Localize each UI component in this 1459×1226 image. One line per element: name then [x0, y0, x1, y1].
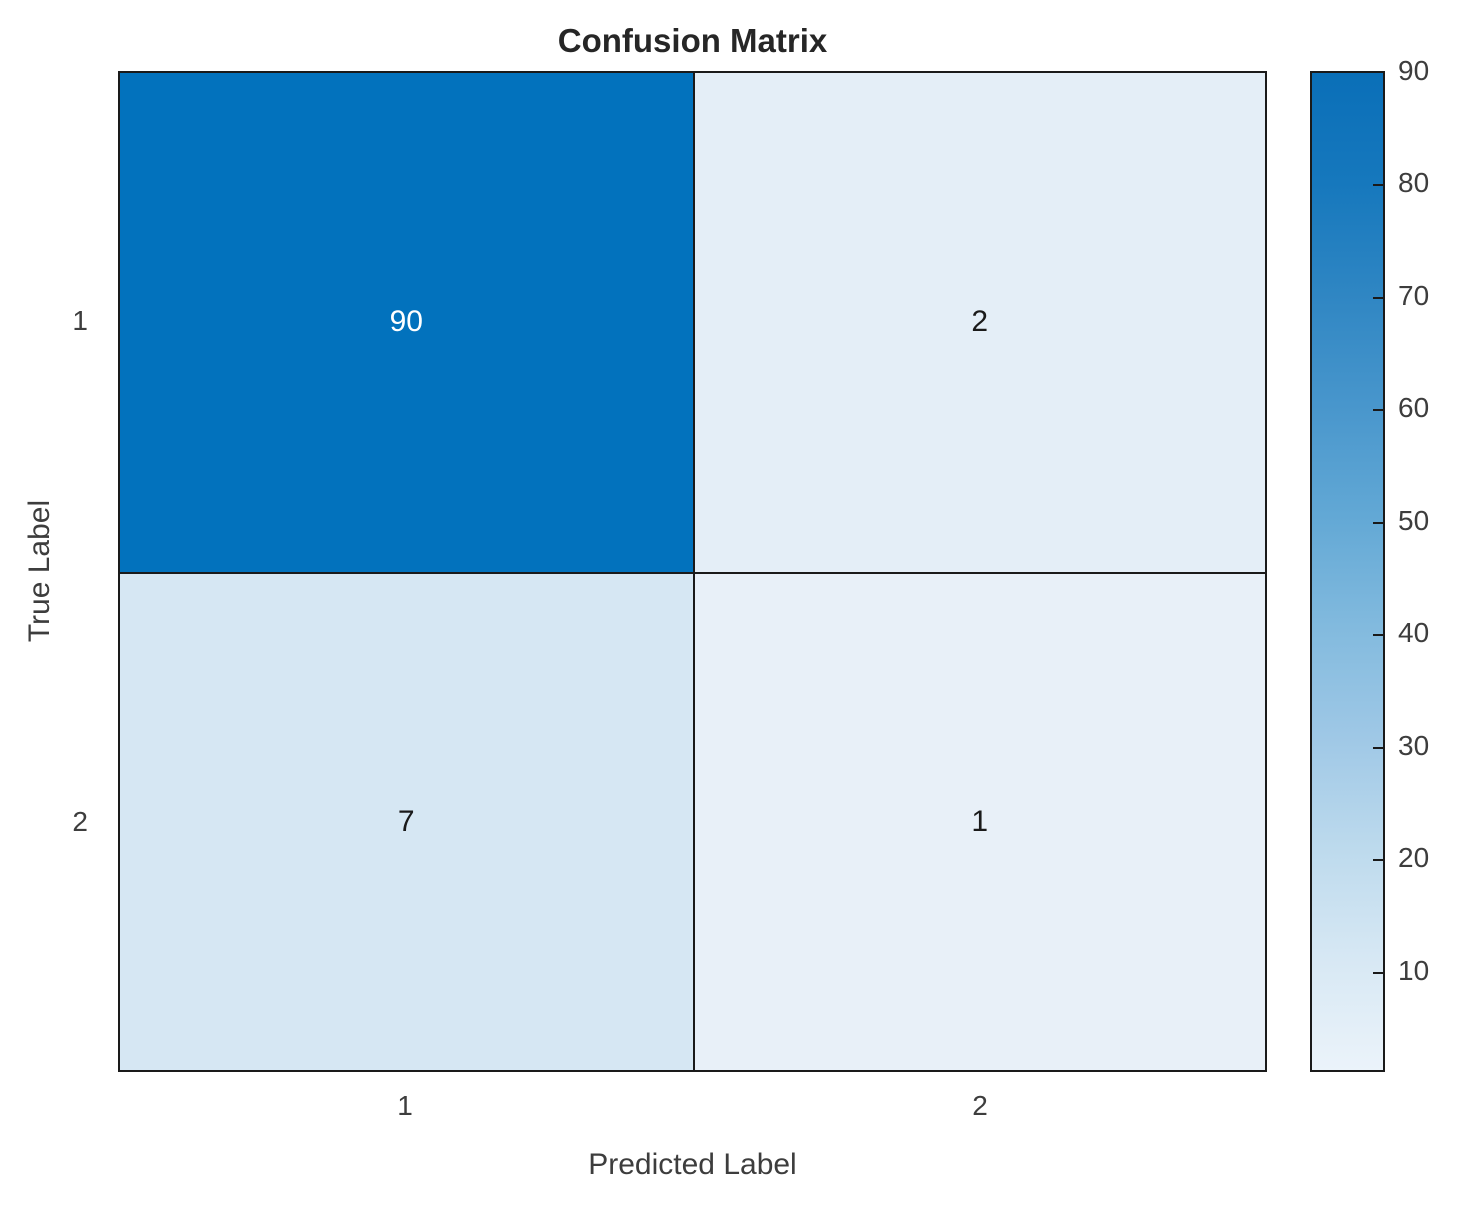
matrix-cell-true1-pred1: 90	[120, 73, 693, 572]
heatmap-grid: 90 2 7 1	[118, 71, 1267, 1072]
colorbar-tick-mark	[1373, 634, 1383, 636]
cell-value: 7	[398, 805, 415, 839]
colorbar-tick-label: 60	[1398, 392, 1429, 424]
colorbar-tick-label: 20	[1398, 842, 1429, 874]
y-axis-tick-1: 1	[28, 305, 88, 337]
colorbar-tick-mark	[1373, 297, 1383, 299]
matrix-cell-true1-pred2: 2	[693, 73, 1266, 572]
cell-value: 90	[390, 305, 423, 339]
x-axis-tick-2: 2	[920, 1090, 1040, 1122]
colorbar-tick-label: 10	[1398, 955, 1429, 987]
colorbar-tick-mark	[1373, 409, 1383, 411]
colorbar-tick-label: 50	[1398, 505, 1429, 537]
colorbar-tick-mark	[1373, 859, 1383, 861]
confusion-matrix-figure: Confusion Matrix 90 2 7 1 1 2 1 2 Predic…	[0, 0, 1459, 1226]
cell-value: 1	[971, 805, 988, 839]
colorbar-tick-mark	[1373, 522, 1383, 524]
chart-title: Confusion Matrix	[118, 22, 1267, 60]
x-axis-label: Predicted Label	[118, 1148, 1267, 1182]
colorbar-tick-label: 80	[1398, 167, 1429, 199]
colorbar-tick-label: 40	[1398, 617, 1429, 649]
colorbar-tick-mark	[1373, 747, 1383, 749]
colorbar	[1310, 71, 1385, 1072]
colorbar-tick-label: 70	[1398, 280, 1429, 312]
matrix-cell-true2-pred2: 1	[693, 572, 1266, 1071]
cell-value: 2	[971, 305, 988, 339]
colorbar-tick-mark	[1373, 184, 1383, 186]
colorbar-tick-label: 30	[1398, 730, 1429, 762]
y-axis-tick-2: 2	[28, 806, 88, 838]
y-axis-label: True Label	[23, 500, 57, 642]
matrix-cell-true2-pred1: 7	[120, 572, 693, 1071]
x-axis-tick-1: 1	[345, 1090, 465, 1122]
colorbar-tick-label: 90	[1398, 55, 1429, 87]
colorbar-tick-mark	[1373, 972, 1383, 974]
